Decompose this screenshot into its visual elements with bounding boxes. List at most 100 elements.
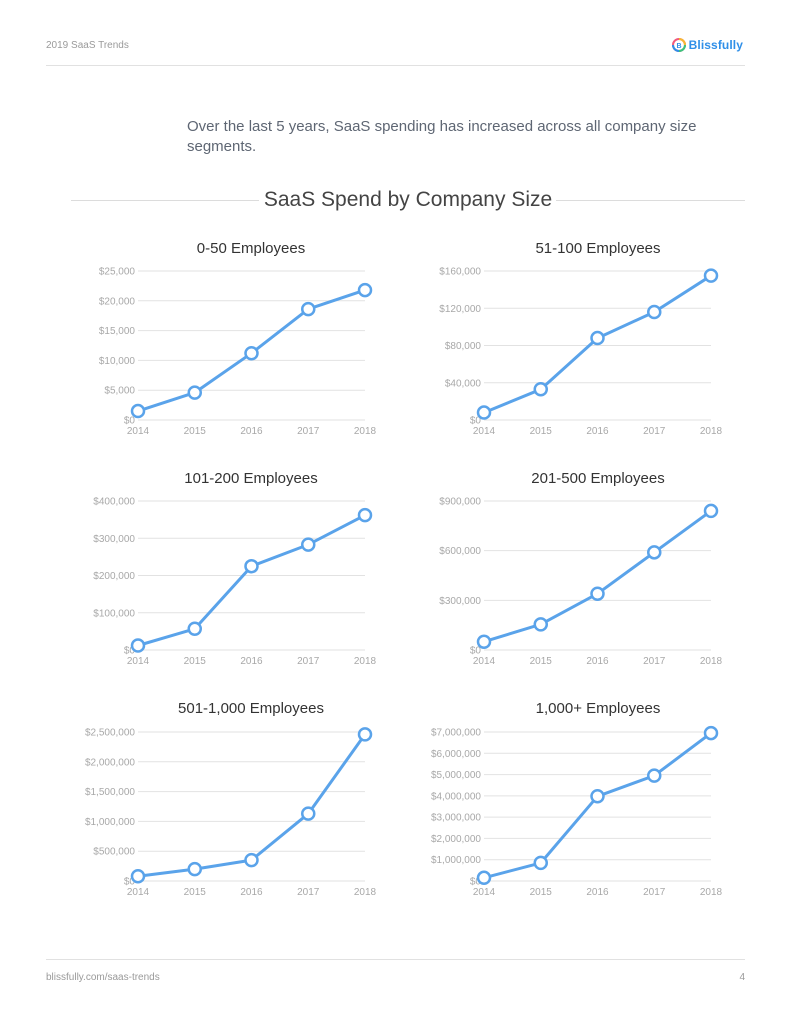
y-tick-label: $500,000: [93, 847, 135, 858]
y-tick-label: $400,000: [93, 497, 135, 508]
data-point: [476, 405, 492, 420]
data-point: [647, 304, 662, 320]
y-tick-label: $600,000: [439, 546, 481, 557]
y-tick-label: $2,000,000: [85, 757, 135, 768]
y-tick-label: $5,000,000: [431, 770, 481, 781]
data-point: [244, 852, 259, 868]
series-line: [483, 731, 712, 880]
data-point: [301, 806, 316, 821]
data-point: [476, 634, 492, 649]
y-tick-label: $4,000,000: [431, 791, 481, 802]
y-tick-label: $3,000,000: [431, 813, 481, 824]
data-point: [187, 621, 202, 637]
x-tick-label: 2017: [297, 887, 320, 898]
x-tick-label: 2014: [127, 656, 150, 667]
data-point: [533, 382, 548, 397]
y-tick-label: $40,000: [445, 378, 482, 389]
y-tick-label: $0: [470, 877, 482, 888]
x-tick-label: 2018: [354, 426, 377, 437]
x-tick-label: 2017: [643, 426, 666, 437]
data-point: [301, 301, 316, 317]
data-point: [301, 537, 316, 552]
y-tick-label: $100,000: [93, 608, 135, 619]
data-point: [187, 385, 202, 400]
y-tick-label: $25,000: [99, 267, 136, 278]
x-tick-label: 2015: [530, 426, 553, 437]
y-tick-label: $1,500,000: [85, 787, 135, 798]
x-tick-label: 2018: [354, 887, 377, 898]
section-header: SaaS Spend by Company Size: [71, 186, 745, 214]
section-title: SaaS Spend by Company Size: [263, 188, 553, 211]
x-tick-label: 2017: [643, 656, 666, 667]
y-tick-label: $0: [124, 877, 136, 888]
chart-title-201-500: 201-500 Employees: [531, 470, 665, 487]
x-tick-label: 2015: [530, 656, 553, 667]
section-divider-left: [71, 200, 259, 201]
data-point: [647, 545, 662, 560]
y-tick-label: $300,000: [439, 596, 481, 607]
y-tick-label: $1,000,000: [85, 817, 135, 828]
x-tick-label: 2014: [473, 656, 496, 667]
data-point: [130, 638, 146, 653]
y-tick-label: $10,000: [99, 356, 136, 367]
data-point: [703, 268, 719, 283]
chart-title-101-200: 101-200 Employees: [184, 470, 318, 487]
data-point: [187, 861, 202, 877]
y-tick-label: $2,000,000: [431, 834, 481, 845]
blissfully-logo-icon: B: [671, 38, 686, 52]
data-point: [357, 507, 373, 523]
y-tick-label: $6,000,000: [431, 749, 481, 760]
x-tick-label: 2014: [127, 426, 150, 437]
x-tick-label: 2016: [240, 656, 263, 667]
x-tick-label: 2016: [586, 656, 609, 667]
y-tick-label: $200,000: [93, 571, 135, 582]
x-tick-label: 2015: [530, 887, 553, 898]
data-point: [130, 403, 146, 419]
data-point: [590, 330, 605, 346]
y-tick-label: $0: [124, 416, 136, 427]
x-tick-label: 2018: [700, 887, 723, 898]
y-tick-label: $0: [124, 646, 136, 657]
x-tick-label: 2016: [586, 887, 609, 898]
x-tick-label: 2018: [354, 656, 377, 667]
data-point: [357, 727, 373, 742]
x-tick-label: 2016: [240, 887, 263, 898]
y-tick-label: $15,000: [99, 326, 136, 337]
y-tick-label: $120,000: [439, 304, 481, 315]
data-point: [357, 282, 373, 298]
y-tick-label: $0: [470, 416, 482, 427]
data-point: [703, 503, 719, 519]
chart-title-51-100: 51-100 Employees: [535, 240, 661, 257]
y-tick-label: $2,500,000: [85, 728, 135, 739]
chart-title-0-50: 0-50 Employees: [196, 240, 306, 257]
y-tick-label: $7,000,000: [431, 728, 481, 739]
data-point: [703, 725, 719, 741]
series-line: [483, 509, 712, 644]
series-line: [137, 513, 366, 647]
x-tick-label: 2015: [184, 426, 207, 437]
y-tick-label: $0: [470, 646, 482, 657]
y-tick-label: $160,000: [439, 267, 481, 278]
data-point: [244, 558, 259, 574]
footer-divider: [46, 959, 745, 960]
chart-title-501-1000: 501-1,000 Employees: [178, 700, 324, 717]
data-point: [590, 586, 605, 601]
chart-title-1000-plus: 1,000+ Employees: [535, 700, 661, 717]
x-tick-label: 2014: [473, 887, 496, 898]
x-tick-label: 2017: [297, 656, 320, 667]
section-divider-right: [556, 200, 745, 201]
y-tick-label: $300,000: [93, 534, 135, 545]
brand-logo: B Blissfully: [671, 38, 743, 52]
x-tick-label: 2016: [240, 426, 263, 437]
x-tick-label: 2017: [643, 887, 666, 898]
data-point: [130, 868, 146, 884]
y-tick-label: $5,000: [104, 386, 135, 397]
x-tick-label: 2018: [700, 426, 723, 437]
x-tick-label: 2014: [473, 426, 496, 437]
x-tick-label: 2014: [127, 887, 150, 898]
data-point: [647, 768, 662, 783]
x-tick-label: 2015: [184, 656, 207, 667]
brand-name: Blissfully: [688, 38, 743, 52]
x-tick-label: 2015: [184, 887, 207, 898]
